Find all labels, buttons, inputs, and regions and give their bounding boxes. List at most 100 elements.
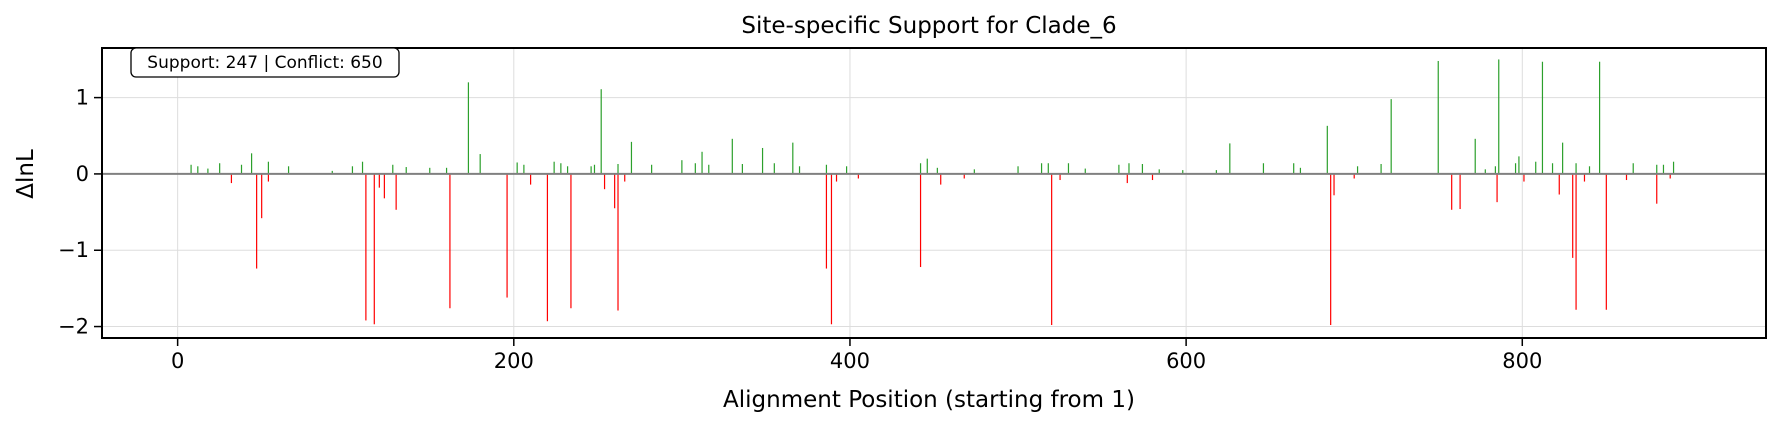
support-bar [429,167,431,174]
support-bar [351,166,354,174]
conflict-bar [378,173,380,188]
support-bar [1299,167,1302,174]
conflict-bar [267,173,269,182]
support-bar [467,82,470,174]
conflict-bar [963,173,965,179]
support-bar [392,164,394,174]
conflict-bar [383,173,385,199]
conflict-bar [1333,173,1335,196]
y-tick-label: −2 [58,315,89,339]
conflict-bar [919,173,922,268]
conflict-bar [1523,173,1525,182]
support-bar [479,154,481,174]
conflict-bar [1558,173,1560,195]
conflict-bar [1126,173,1128,184]
conflict-bar [1051,173,1053,326]
support-bar [825,164,828,174]
support-bar [197,166,199,174]
support-bar [331,170,333,174]
support-bar [1067,163,1070,174]
support-bar [1047,163,1049,174]
support-bar [267,161,269,174]
support-bar [1215,170,1217,174]
chart-title: Site-specific Support for Clade_6 [741,13,1116,39]
conflict-bar [1459,173,1461,210]
support-bar [761,147,764,174]
support-bar [523,164,525,174]
conflict-bar [1669,173,1671,179]
conflict-bar [1330,173,1332,326]
support-bar [566,166,569,174]
support-bar [361,161,364,174]
conflict-bar [449,173,451,309]
conflict-bar [1353,173,1355,179]
support-bar [708,164,710,174]
conflict-bar [857,173,859,179]
conflict-bar [506,173,508,298]
support-bar [617,164,619,174]
support-bar [1262,163,1265,174]
support-bar [287,166,290,174]
conflict-bar [1625,173,1628,181]
support-bar [1128,163,1130,174]
conflict-bar [1583,173,1586,182]
support-bar [1141,164,1144,174]
conflict-bar [546,173,549,322]
support-bar [600,89,602,174]
support-bar [1158,169,1160,174]
support-bar [405,167,407,174]
conflict-bar [530,173,532,185]
support-bar [1390,99,1392,174]
bars [190,59,1675,326]
support-bar [694,163,696,174]
support-bar [1040,163,1043,174]
support-bar [1562,142,1564,174]
x-tick-label: 400 [830,349,870,373]
support-bar [681,160,683,174]
support-bar [1229,143,1231,174]
conflict-bar [256,173,258,269]
conflict-bar [624,173,626,182]
support-bar [445,167,448,174]
y-tick-label: −1 [58,238,89,262]
support-bar [926,158,928,174]
support-bar [1118,164,1120,174]
annotation-box-frame [130,47,400,78]
support-bar [773,163,775,174]
y-tick-label: 0 [76,162,89,186]
support-bar [250,153,253,174]
x-tick-label: 600 [1166,349,1206,373]
conflict-bar [1451,173,1453,210]
conflict-bar [230,173,233,184]
conflict-bar [830,173,833,325]
conflict-bar [1151,173,1154,181]
support-bar [1514,163,1517,174]
support-bar [936,167,938,174]
support-bar [553,161,555,174]
support-bar [1182,170,1184,174]
support-bar [651,164,653,174]
support-bar [1662,164,1665,174]
support-bar [1356,166,1359,174]
support-bar [1498,59,1500,174]
grid [102,48,1766,338]
x-tick-label: 800 [1502,349,1542,373]
plot-frame [101,47,1767,339]
support-bar [1484,169,1486,174]
conflict-bar [603,173,606,190]
support-bar [919,163,922,174]
ticks: 0 200 400 600 800 −2 −1 0 1 [58,86,1542,373]
support-bar [1541,61,1544,174]
support-bar [1380,164,1382,174]
y-axis-label: ΔlnL [13,149,39,199]
x-axis-label: Alignment Position (starting from 1) [723,387,1135,413]
support-bar [1535,161,1537,174]
support-bar [190,164,192,174]
support-bar [1575,163,1577,174]
support-bar [593,164,596,174]
support-bar [1084,168,1086,174]
conflict-bar [1575,173,1577,310]
conflict-bar [395,173,397,210]
support-bar [240,164,243,174]
